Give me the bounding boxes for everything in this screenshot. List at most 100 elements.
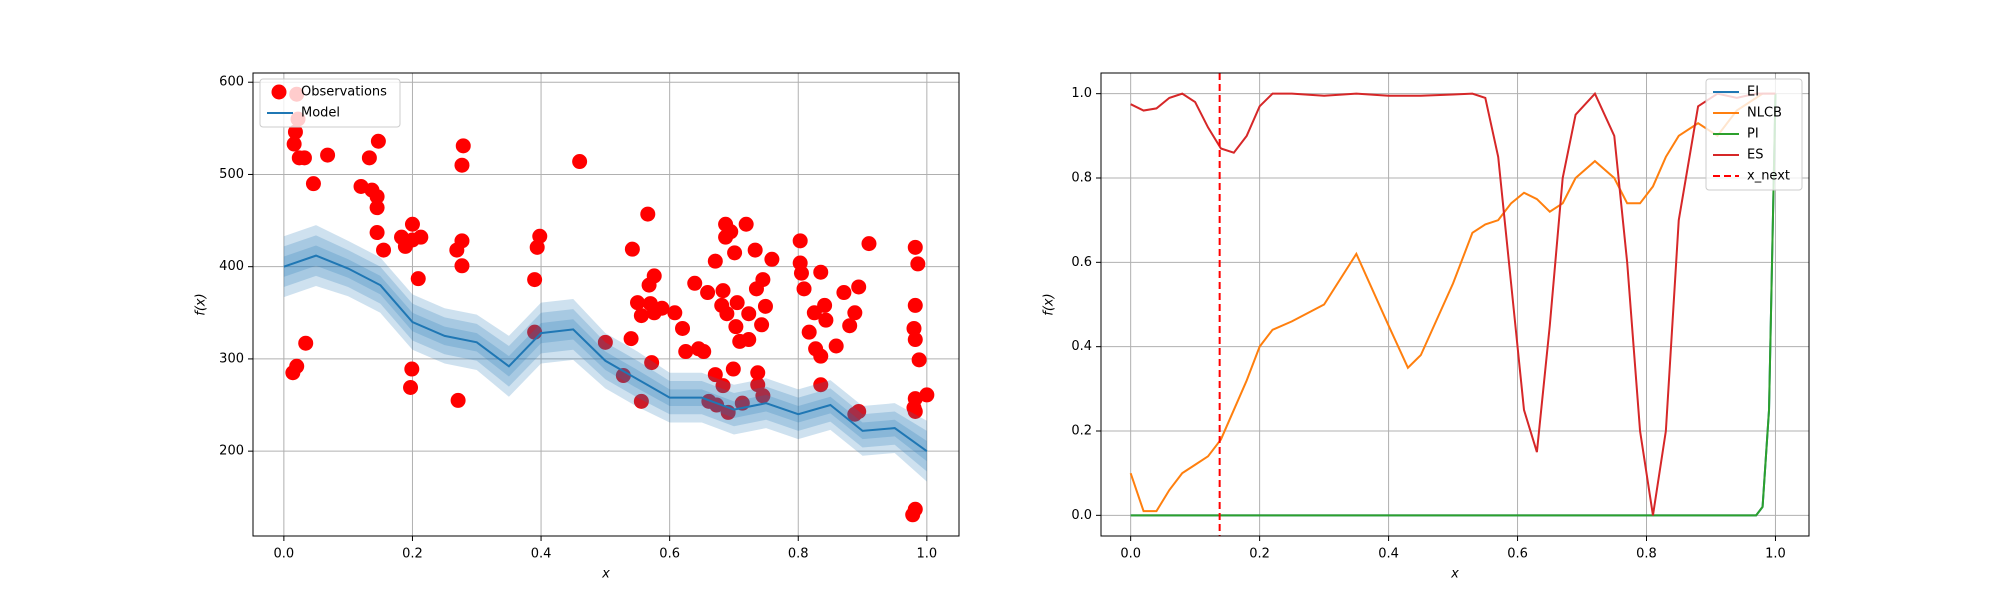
observation-point (715, 378, 731, 394)
observation-point (696, 344, 712, 360)
observation-point (715, 283, 731, 299)
observation-point (369, 189, 385, 205)
y-axis-label: f(x) (194, 293, 209, 315)
y-tick-label: 0.0 (1071, 508, 1092, 523)
observation-point (813, 348, 829, 364)
plot-area (1129, 73, 1777, 536)
observation-point (907, 403, 923, 419)
legend-label: ES (1747, 148, 1763, 163)
observation-point (369, 225, 385, 241)
observation-point (654, 300, 670, 316)
axes-frame (252, 72, 960, 537)
observation-point (755, 388, 771, 404)
legend: Observations Model (259, 78, 401, 128)
observation-point (757, 298, 773, 314)
observation-point (305, 176, 321, 192)
observation-point (818, 312, 834, 328)
x-tick-label: 0.6 (659, 547, 680, 562)
x-tick-label: 0.0 (274, 547, 295, 562)
observation-point (907, 239, 923, 255)
observation-point (738, 216, 754, 232)
observation-point (905, 507, 921, 523)
observation-point (836, 285, 852, 301)
legend-label: NLCB (1747, 106, 1782, 121)
line-series (283, 254, 928, 452)
observation-point (910, 256, 926, 272)
x-tick-label: 0.8 (1636, 547, 1657, 562)
observation-point (376, 242, 392, 258)
observation-point (296, 150, 312, 166)
x-tick-label: 0.2 (1249, 547, 1270, 562)
observation-point (624, 241, 640, 257)
confidence-band (283, 245, 927, 462)
observation-point (907, 332, 923, 348)
observation-point (630, 295, 646, 311)
observation-point (796, 281, 812, 297)
observation-point (813, 264, 829, 280)
observation-point (320, 147, 336, 163)
observation-point (285, 365, 301, 381)
observation-point (801, 324, 817, 340)
y-tick-label: 600 (219, 75, 244, 90)
axes-frame (1100, 72, 1810, 537)
observation-point (906, 320, 922, 336)
y-tick-label: 500 (219, 167, 244, 182)
observation-point (817, 297, 833, 313)
observation-point (410, 271, 426, 287)
subplot: 0.0 0.2 0.4 0.6 0.8 1.0 0.0 0.2 0.4 0.6 0.8 1.0 x f(x… (1042, 72, 1810, 582)
confidence-band (283, 225, 927, 482)
y-tick-label: 1.0 (1071, 86, 1092, 101)
observation-point (727, 245, 743, 261)
observation-point (667, 305, 683, 321)
legend-box (1705, 78, 1803, 191)
legend-label: Model (301, 106, 340, 121)
observation-point (369, 200, 385, 216)
subplot: 0.0 0.2 0.4 0.6 0.8 1.0 200 300 400 500 600 x f(x) Ob… (194, 72, 960, 582)
x-tick-label: 1.0 (917, 547, 938, 562)
observation-point (615, 368, 631, 384)
observation-point (755, 272, 771, 288)
x-tick-label: 0.0 (1120, 547, 1141, 562)
observation-point (707, 253, 723, 269)
observation-point (527, 272, 543, 288)
observation-point (413, 229, 429, 245)
observation-point (729, 295, 745, 311)
y-tick-label: 0.2 (1071, 424, 1092, 439)
observation-point (792, 233, 808, 249)
y-tick-label: 0.6 (1071, 255, 1092, 270)
observation-point (529, 239, 545, 255)
observation-point (728, 319, 744, 335)
observation-point (842, 318, 858, 334)
y-tick-label: 400 (219, 259, 244, 274)
y-tick-label: 0.4 (1071, 339, 1092, 354)
observation-point (725, 361, 741, 377)
observation-point (719, 306, 735, 322)
observation-point (707, 367, 723, 383)
observation-point (404, 216, 420, 232)
observation-point (454, 258, 470, 274)
observation-point (572, 154, 588, 170)
observation-point (454, 233, 470, 249)
observation-point (747, 242, 763, 258)
observation-point (851, 279, 867, 295)
x-tick-label: 0.2 (402, 547, 423, 562)
observation-point (907, 297, 923, 313)
observation-point (597, 334, 613, 350)
x-tick-label: 0.4 (531, 547, 552, 562)
observation-point (454, 157, 470, 173)
observation-point (754, 317, 770, 333)
y-tick-label: 300 (219, 351, 244, 366)
observation-point (861, 236, 877, 252)
x-tick-label: 0.8 (788, 547, 809, 562)
observation-point (813, 377, 829, 393)
observation-point (764, 251, 780, 267)
observation-point (741, 306, 757, 322)
legend-label: EI (1747, 85, 1759, 100)
observation-point (678, 344, 694, 360)
legend-label: PI (1747, 127, 1759, 142)
legend-label: Observations (301, 85, 387, 100)
observation-point (675, 320, 691, 336)
observation-point (646, 268, 662, 284)
y-axis-label: f(x) (1042, 293, 1057, 315)
